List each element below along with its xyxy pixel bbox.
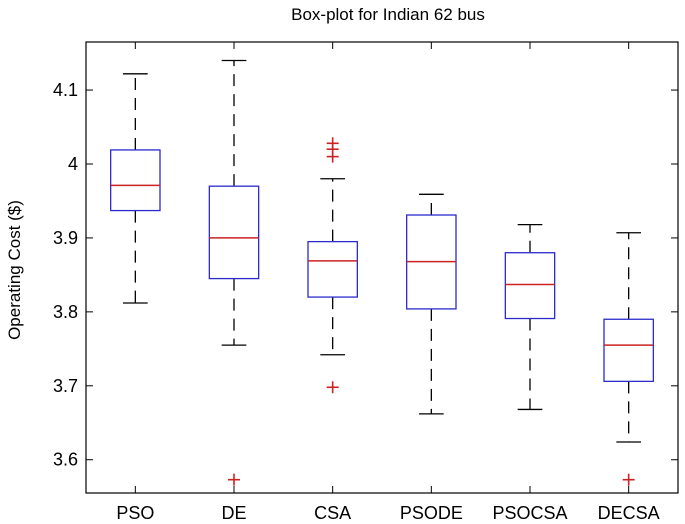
iqr-box [504,252,556,320]
iqr-box [208,185,260,280]
chart-title: Box-plot for Indian 62 bus [291,5,485,24]
x-axis: PSO DE CSA PSODE PSOCSA DECSA [116,42,660,523]
box-pso [110,73,161,304]
box-psocsa [504,223,556,411]
y-tick-label: 4 [68,154,78,174]
outlier-point [326,137,339,150]
plot-frame [85,41,679,494]
y-tick-label: 3.9 [53,228,78,248]
y-axis: 3.6 3.7 3.8 3.9 4 4.1 [53,80,678,470]
y-tick-label: 3.8 [53,302,78,322]
box-psode [406,193,457,415]
outlier-point [228,473,240,486]
box-de [208,59,260,486]
iqr-box [603,318,654,383]
y-tick-label: 3.7 [53,376,78,396]
iqr-box [307,240,358,298]
x-tick-label: PSO [116,503,154,523]
outlier-point [622,473,635,486]
boxes-group [110,59,654,486]
y-tick-label: 4.1 [53,80,78,100]
x-tick-label: DE [221,503,246,523]
iqr-box [110,149,161,212]
x-tick-label: DECSA [598,503,660,523]
box-csa [307,137,358,394]
outlier-point [326,381,339,394]
x-tick-label: CSA [314,503,351,523]
y-axis-label: Operating Cost ($) [5,200,24,340]
x-tick-label: PSOCSA [492,503,567,523]
x-tick-label: PSODE [400,503,463,523]
y-tick-label: 3.6 [53,450,78,470]
box-decsa [603,232,654,486]
